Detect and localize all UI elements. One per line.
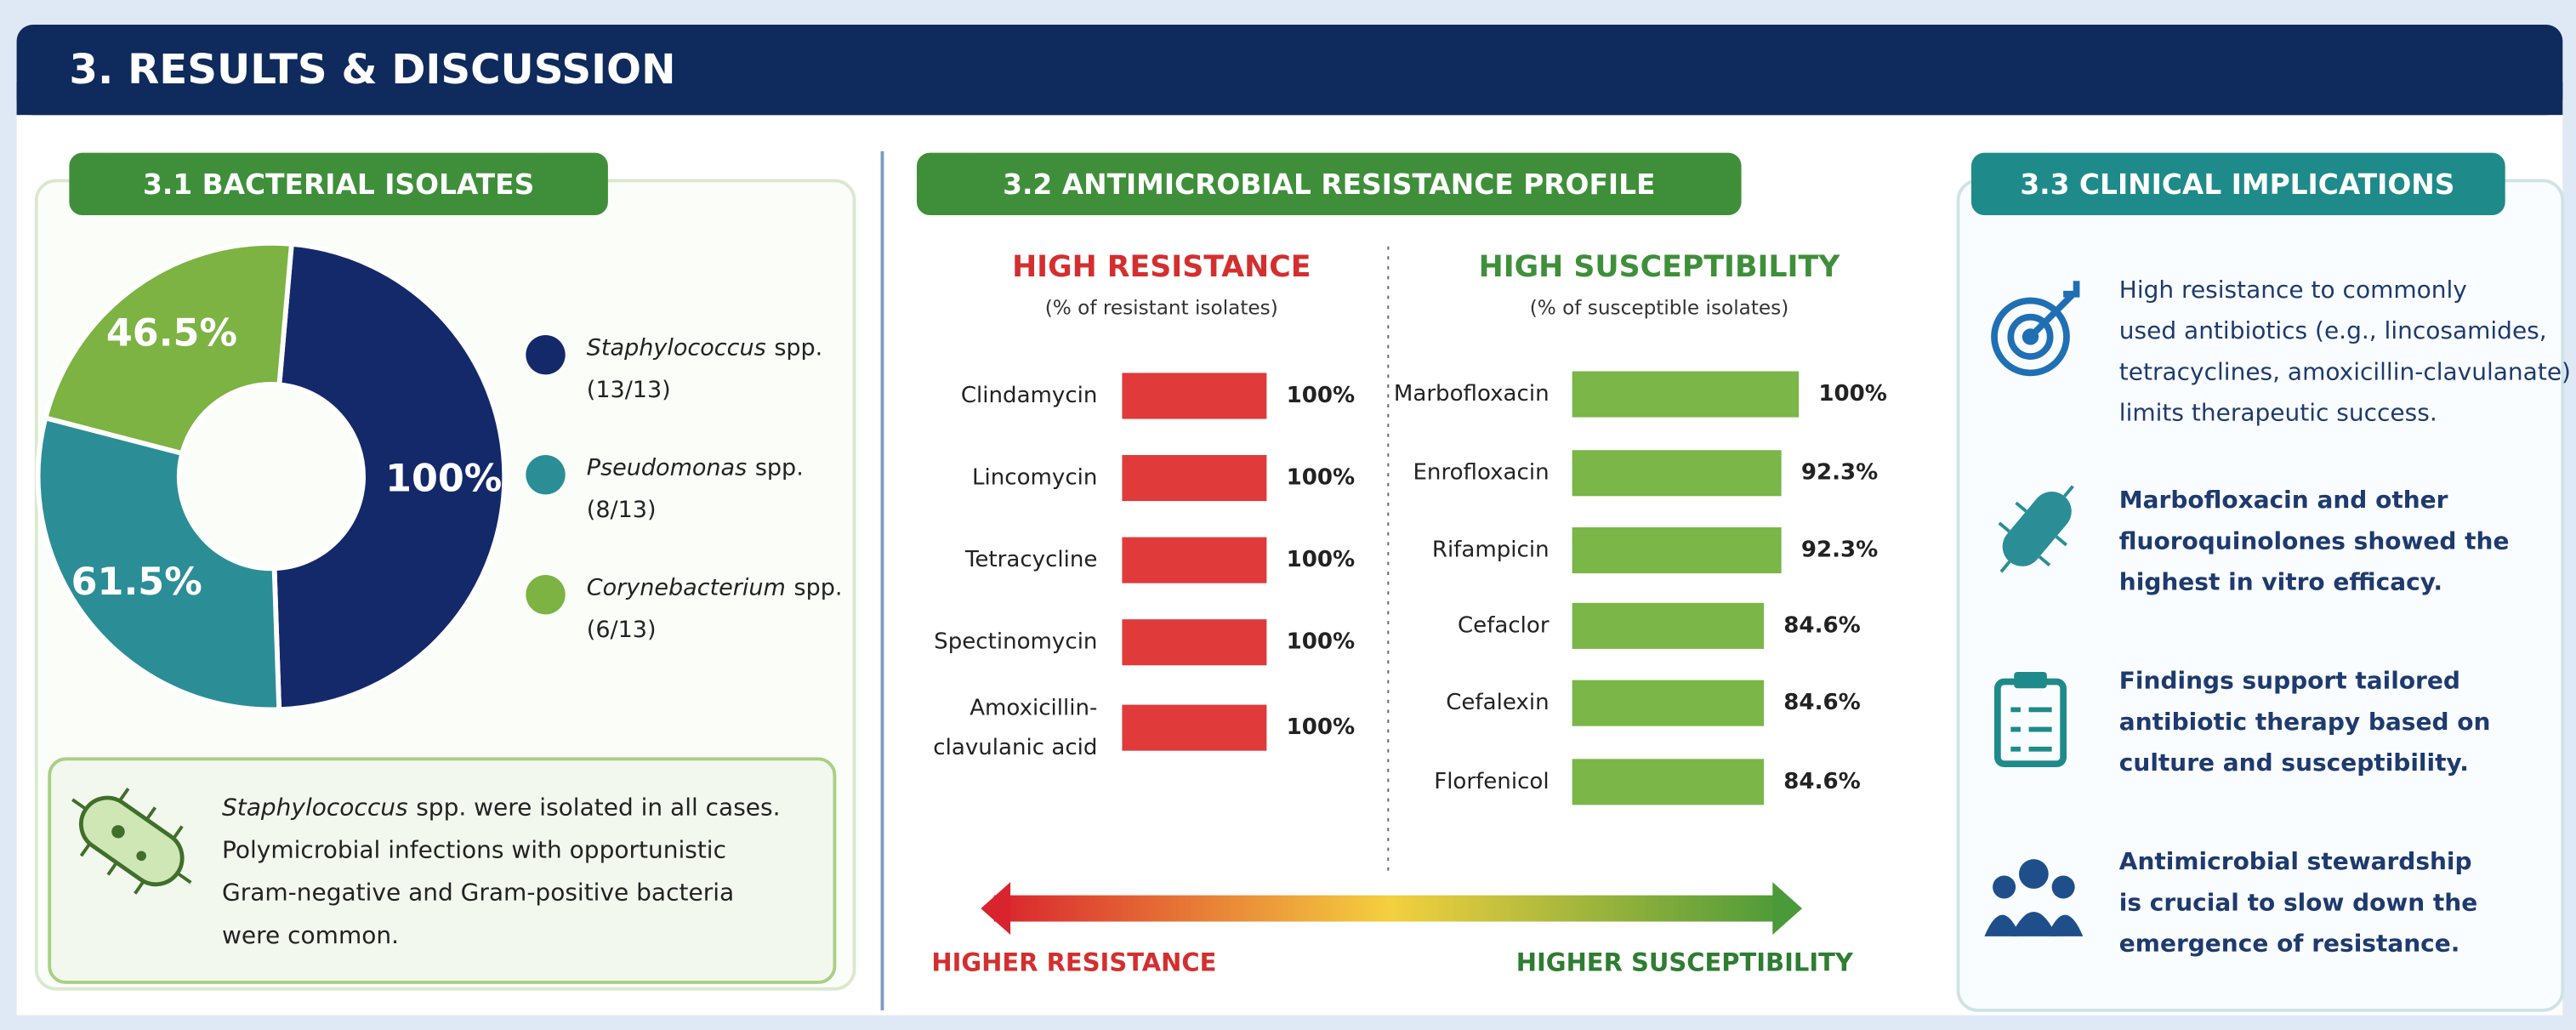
bar <box>1572 680 1764 726</box>
legend-rank: spp. <box>774 334 822 361</box>
bar-value-label: 84.6% <box>1783 612 1860 638</box>
bar-value-label: 100% <box>1287 383 1356 408</box>
bar-category: Cefalexin <box>1446 690 1549 715</box>
bar <box>1572 603 1764 649</box>
legend-swatch <box>526 455 565 494</box>
bar-category: Enrofloxacin <box>1413 460 1549 486</box>
bar-value-label: 84.6% <box>1783 690 1860 715</box>
legend-count: (8/13) <box>587 497 657 523</box>
bar-value-label: 92.3% <box>1801 538 1878 563</box>
bar-value-label: 84.6% <box>1783 769 1860 794</box>
bar <box>1122 619 1266 665</box>
clinical-line: emergence of resistance. <box>2119 930 2460 958</box>
note-line: Staphylococcus spp. were isolated in all … <box>222 793 781 821</box>
bar <box>1122 373 1266 418</box>
bar-category: Spectinomycin <box>934 629 1097 655</box>
infographic: 3. RESULTS & DISCUSSION 3.1 BACTERIAL IS… <box>0 0 2576 1030</box>
bar-category: Cefaclor <box>1458 612 1550 638</box>
gradient-scale <box>994 896 1786 922</box>
clinical-line: Marbofloxacin and other <box>2119 486 2448 514</box>
profile-title: 3.2 ANTIMICROBIAL RESISTANCE PROFILE <box>1003 168 1655 201</box>
clinical-line: Findings support tailored <box>2119 667 2460 695</box>
bar <box>1572 372 1800 418</box>
bar-category: Lincomycin <box>972 465 1097 491</box>
bar <box>1572 759 1764 805</box>
bar-category: Tetracycline <box>964 547 1098 572</box>
bar <box>1122 455 1266 501</box>
legend-rank: spp. <box>755 454 804 481</box>
clinical-line: limits therapeutic success. <box>2119 399 2437 427</box>
resistance-subtitle: (% of resistant isolates) <box>1045 297 1278 320</box>
note-text: spp. were isolated in all cases. <box>416 793 780 821</box>
legend-name: Corynebacterium spp. <box>587 574 843 600</box>
clinical-line: used antibiotics (e.g., lincosamides, <box>2119 316 2547 344</box>
clinical-line: highest in vitro efficacy. <box>2119 568 2442 596</box>
legend-count: (6/13) <box>587 617 657 643</box>
clinical-title: 3.3 CLINICAL IMPLICATIONS <box>2020 168 2454 201</box>
legend-genus: Pseudomonas <box>587 454 747 481</box>
bar-category: Rifampicin <box>1432 538 1550 563</box>
bar <box>1572 527 1782 573</box>
bar <box>1122 705 1266 751</box>
bar-value-label: 100% <box>1818 381 1887 407</box>
legend-genus: Staphylococcus <box>587 334 766 361</box>
donut-label: 46.5% <box>106 311 237 355</box>
note-line: were common. <box>222 921 399 949</box>
clinical-line: is crucial to slow down the <box>2119 888 2477 916</box>
bar <box>1572 450 1782 496</box>
note-genus: Staphylococcus <box>222 793 408 821</box>
bar-value-label: 100% <box>1287 629 1356 655</box>
bar-category: Florfenicol <box>1434 769 1549 794</box>
bar-category: Marbofloxacin <box>1394 381 1550 407</box>
header-title: 3. RESULTS & DISCUSSION <box>69 46 675 94</box>
clinical-line: tetracyclines, amoxicillin-clavulanate) <box>2119 357 2571 385</box>
clinical-line: Antimicrobial stewardship <box>2119 847 2472 875</box>
legend-name: Staphylococcus spp. <box>587 334 823 361</box>
scale-right-label: HIGHER SUSCEPTIBILITY <box>1516 948 1854 977</box>
susceptibility-title: HIGH SUSCEPTIBILITY <box>1479 250 1841 284</box>
legend-count: (13/13) <box>587 377 671 403</box>
legend-genus: Corynebacterium <box>587 574 786 600</box>
bar-category: Clindamycin <box>961 383 1098 408</box>
legend-swatch <box>526 335 565 374</box>
donut-label: 100% <box>385 458 502 501</box>
bar-value-label: 100% <box>1287 714 1356 740</box>
bar <box>1122 538 1266 583</box>
legend-rank: spp. <box>794 574 843 600</box>
clinical-line: culture and susceptibility. <box>2119 748 2469 777</box>
bar-value-label: 100% <box>1287 465 1356 491</box>
donut-label: 61.5% <box>71 561 202 604</box>
resistance-title: HIGH RESISTANCE <box>1012 250 1311 284</box>
legend-name: Pseudomonas spp. <box>587 454 804 481</box>
susceptibility-subtitle: (% of susceptible isolates) <box>1530 297 1789 320</box>
scale-left-label: HIGHER RESISTANCE <box>931 948 1216 977</box>
clinical-line: fluoroquinolones showed the <box>2119 526 2510 555</box>
isolates-title: 3.1 BACTERIAL ISOLATES <box>143 168 534 201</box>
clinical-line: antibiotic therapy based on <box>2119 708 2491 736</box>
legend-swatch <box>526 575 565 614</box>
note-line: Polymicrobial infections with opportunis… <box>222 835 726 863</box>
bar-value-label: 92.3% <box>1801 460 1878 486</box>
page: { "header": {"title": "3. RESULTS & DISC… <box>0 0 2576 1030</box>
clinical-line: High resistance to commonly <box>2119 276 2467 304</box>
note-line: Gram-negative and Gram-positive bacteria <box>222 879 734 907</box>
bar-value-label: 100% <box>1287 547 1356 572</box>
